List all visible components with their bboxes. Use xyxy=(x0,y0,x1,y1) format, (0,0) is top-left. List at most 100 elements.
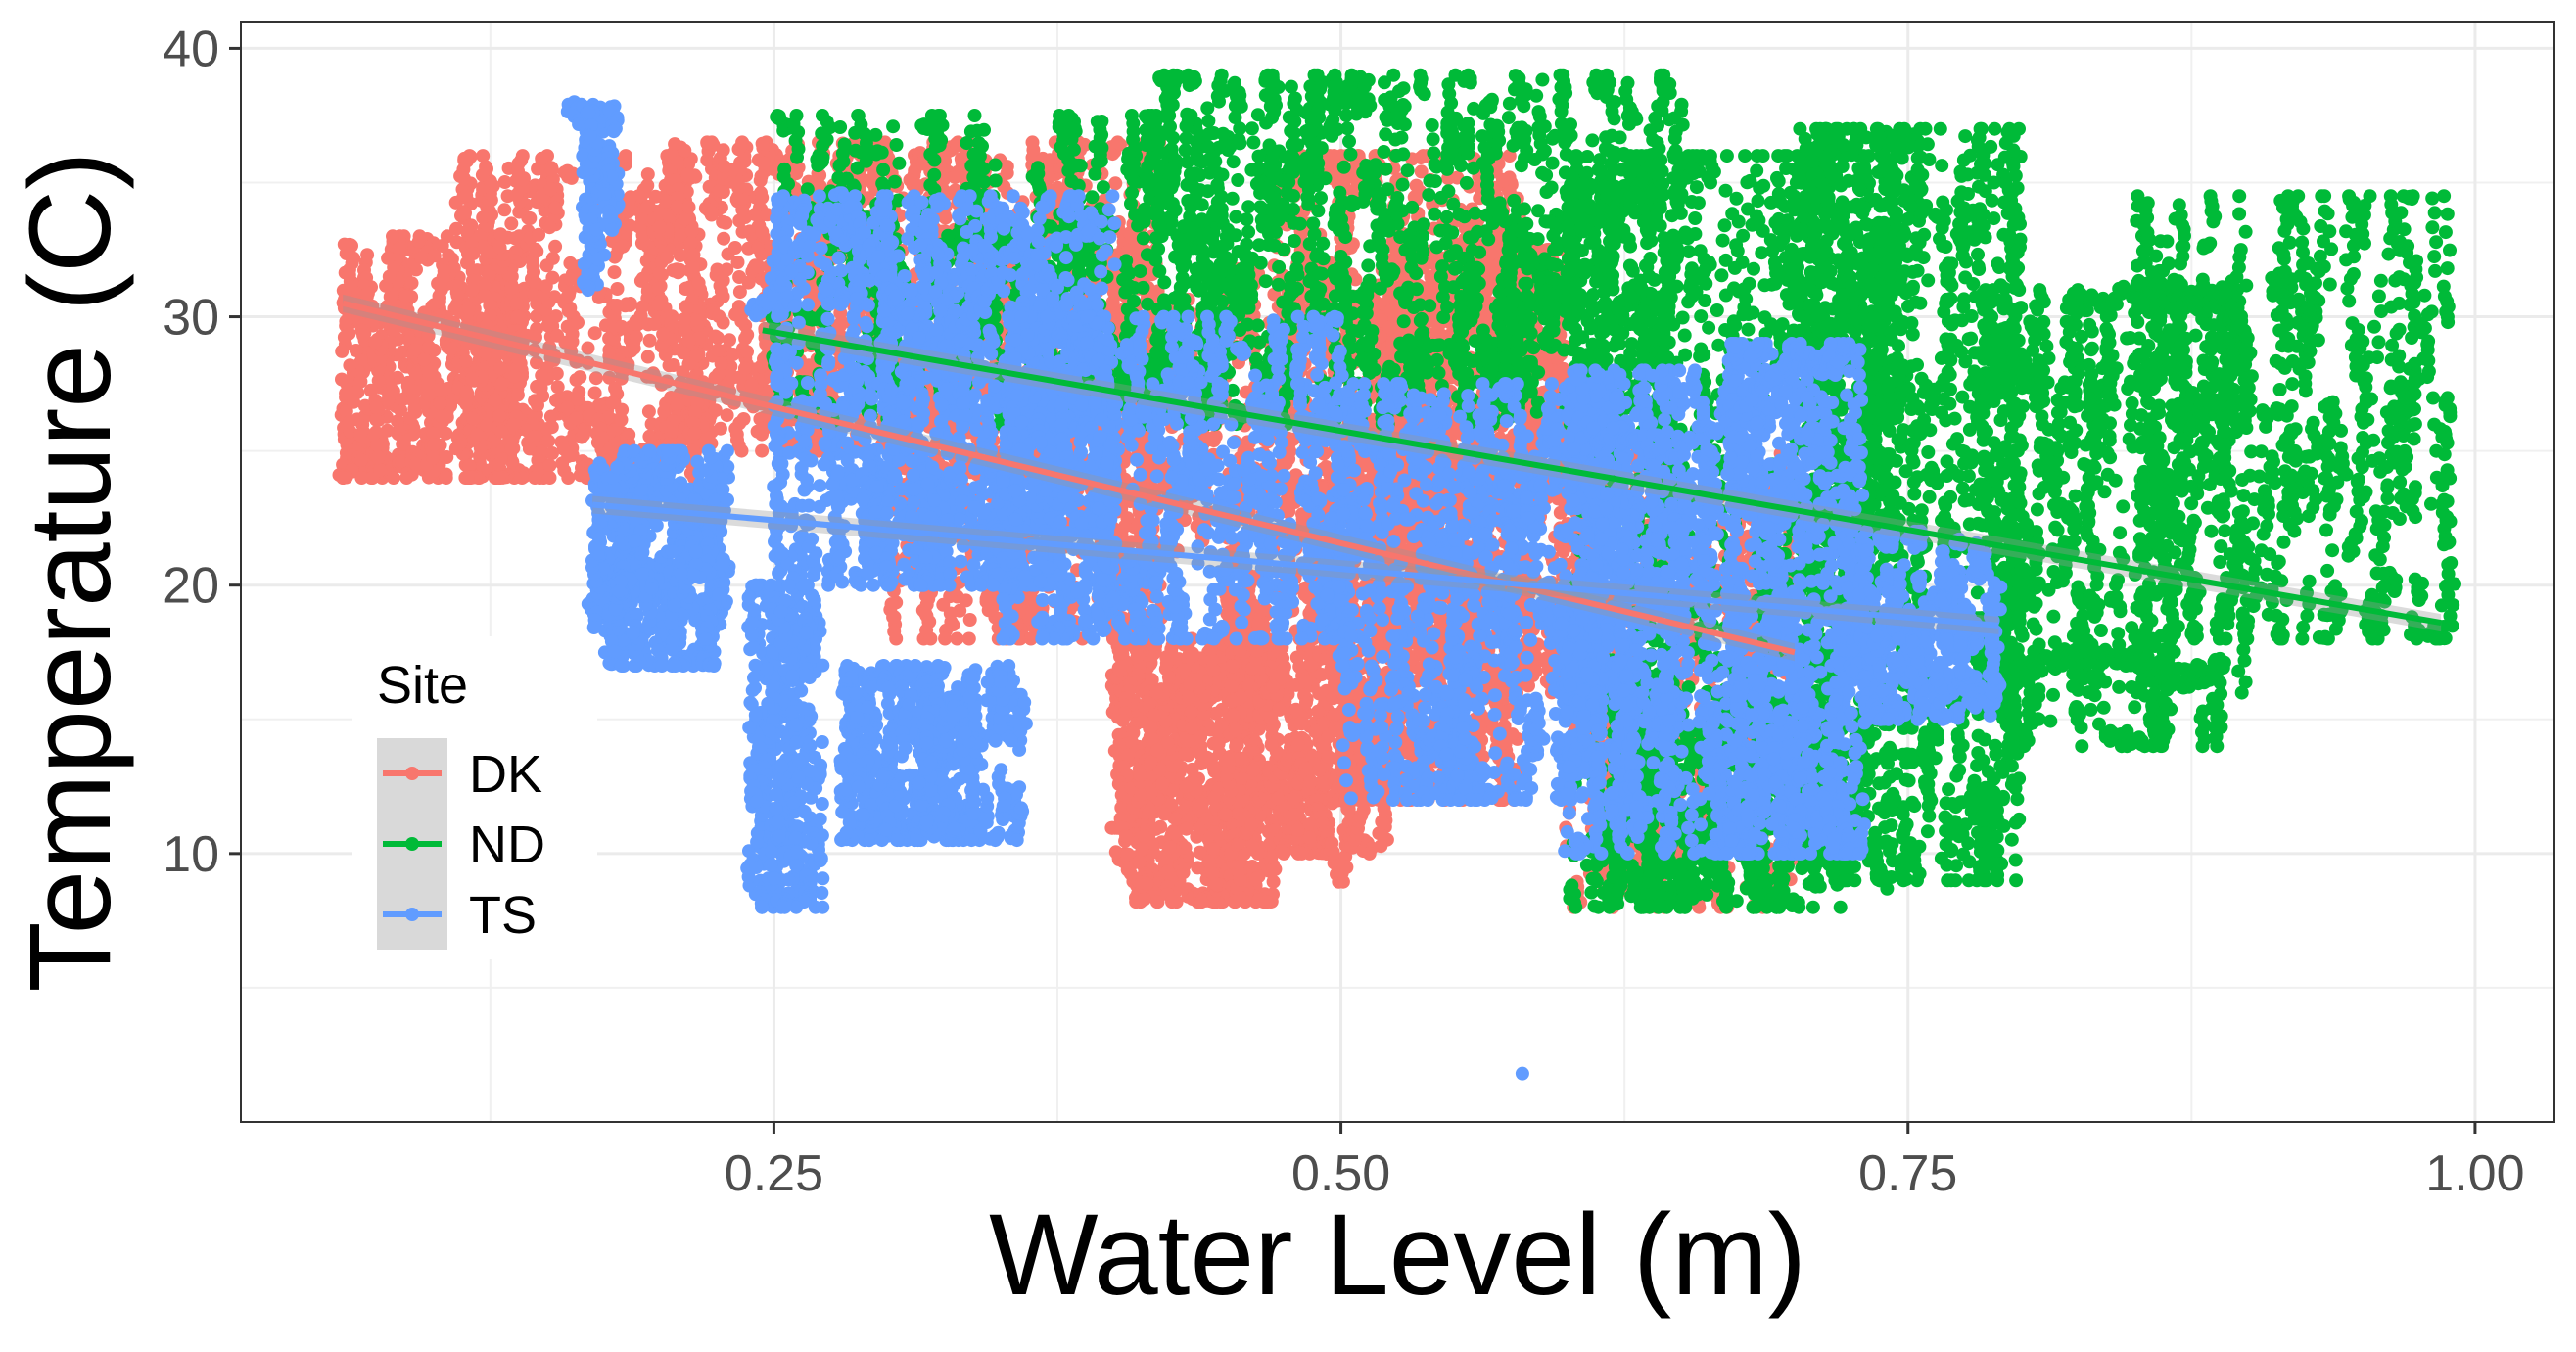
data-point xyxy=(752,259,766,273)
data-point xyxy=(570,411,584,425)
data-point xyxy=(339,387,352,400)
data-point xyxy=(494,425,508,439)
data-point xyxy=(588,387,602,400)
data-point xyxy=(461,223,475,237)
data-point xyxy=(641,350,655,364)
data-point xyxy=(682,357,696,371)
data-point xyxy=(335,345,349,358)
data-point xyxy=(489,394,502,407)
data-point xyxy=(470,428,484,442)
data-point xyxy=(889,632,903,646)
data-point xyxy=(687,248,701,261)
data-point xyxy=(950,632,963,646)
data-point xyxy=(504,282,518,296)
data-point xyxy=(458,207,472,220)
data-point xyxy=(624,191,637,205)
data-point xyxy=(343,358,356,372)
data-point xyxy=(561,471,575,485)
data-point xyxy=(433,296,446,309)
data-point xyxy=(641,167,655,181)
data-point xyxy=(368,335,382,349)
data-point xyxy=(1026,135,1040,149)
data-point xyxy=(369,400,383,414)
data-point xyxy=(960,593,973,607)
data-point xyxy=(1160,656,1174,670)
data-point xyxy=(738,361,752,375)
data-point xyxy=(530,245,543,258)
data-point xyxy=(476,149,490,163)
data-point xyxy=(737,412,751,426)
data-point xyxy=(542,220,556,234)
data-point xyxy=(462,302,476,315)
data-point xyxy=(403,411,417,425)
data-point xyxy=(731,256,745,269)
data-point xyxy=(652,298,666,311)
data-point xyxy=(709,403,723,417)
data-point xyxy=(709,371,723,385)
data-point xyxy=(591,436,605,449)
data-point xyxy=(688,427,702,441)
data-point xyxy=(630,330,643,344)
data-point xyxy=(577,428,590,442)
data-point xyxy=(735,135,749,149)
data-point xyxy=(938,632,952,646)
data-point xyxy=(540,258,554,272)
data-point xyxy=(354,453,368,467)
data-point xyxy=(1108,176,1122,190)
data-point xyxy=(982,603,996,617)
data-point xyxy=(542,459,556,473)
data-point xyxy=(535,381,548,395)
data-point xyxy=(386,324,399,338)
data-point xyxy=(457,171,471,185)
data-point xyxy=(611,282,625,296)
data-point xyxy=(709,330,723,344)
data-point xyxy=(571,315,585,329)
data-point xyxy=(756,137,770,151)
data-point xyxy=(714,422,727,436)
data-point xyxy=(562,288,576,302)
data-point xyxy=(459,189,473,203)
data-point xyxy=(1111,135,1125,149)
data-point xyxy=(548,202,562,215)
data-point xyxy=(728,307,742,321)
data-point xyxy=(735,444,749,458)
data-point xyxy=(422,388,436,401)
data-point xyxy=(369,426,383,440)
data-point xyxy=(449,442,463,455)
data-point xyxy=(497,203,511,216)
data-point xyxy=(740,328,754,342)
data-point xyxy=(493,361,507,375)
data-point xyxy=(461,471,475,485)
data-point xyxy=(562,304,576,318)
data-point xyxy=(1194,895,1208,909)
data-point xyxy=(643,334,657,348)
data-point xyxy=(510,297,524,310)
data-point xyxy=(718,160,731,173)
data-point xyxy=(543,182,557,196)
data-point xyxy=(755,225,769,239)
data-point xyxy=(369,413,383,427)
data-point xyxy=(719,216,732,230)
data-point xyxy=(755,191,769,205)
data-point xyxy=(684,236,698,250)
data-point xyxy=(335,373,349,387)
data-point xyxy=(510,310,524,324)
data-point xyxy=(494,377,508,391)
data-point xyxy=(570,373,584,387)
data-point xyxy=(413,229,427,243)
data-point xyxy=(682,201,696,214)
data-point xyxy=(754,173,768,187)
data-point xyxy=(948,170,961,184)
data-point xyxy=(728,241,742,255)
data-point xyxy=(527,265,540,279)
data-point xyxy=(535,368,548,382)
data-point xyxy=(460,155,474,168)
data-point xyxy=(504,443,518,456)
data-point xyxy=(1043,153,1056,166)
data-point xyxy=(723,333,736,347)
data-point xyxy=(685,224,699,238)
data-point xyxy=(361,287,375,301)
data-point xyxy=(422,376,436,390)
data-point xyxy=(544,410,558,424)
